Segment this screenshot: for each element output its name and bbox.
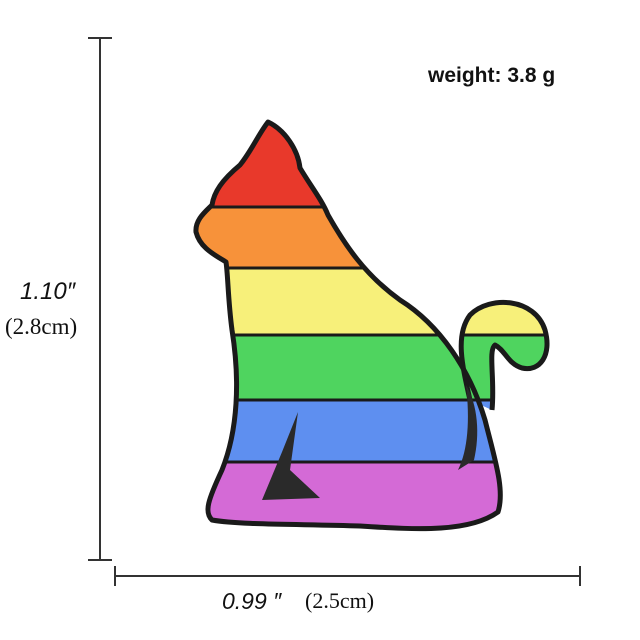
width-dimension-line (114, 566, 581, 586)
width-inches: 0.99 ″ (222, 588, 282, 614)
front-leg-detail (262, 412, 320, 500)
height-inches: 1.10″ (20, 278, 76, 305)
hind-leg-detail (458, 385, 478, 470)
rainbow-stripes (195, 122, 548, 529)
cat-outline (196, 122, 550, 529)
stripe-3 (195, 335, 548, 400)
stripe-0 (195, 122, 548, 207)
height-cm: (2.8cm) (5, 314, 78, 339)
height-dimension-line (88, 37, 112, 561)
weight-label: weight: 3.8 g (428, 64, 556, 87)
width-cm: (2.5cm) (305, 588, 375, 613)
stripe-5 (195, 462, 548, 529)
stripe-1 (195, 207, 548, 268)
